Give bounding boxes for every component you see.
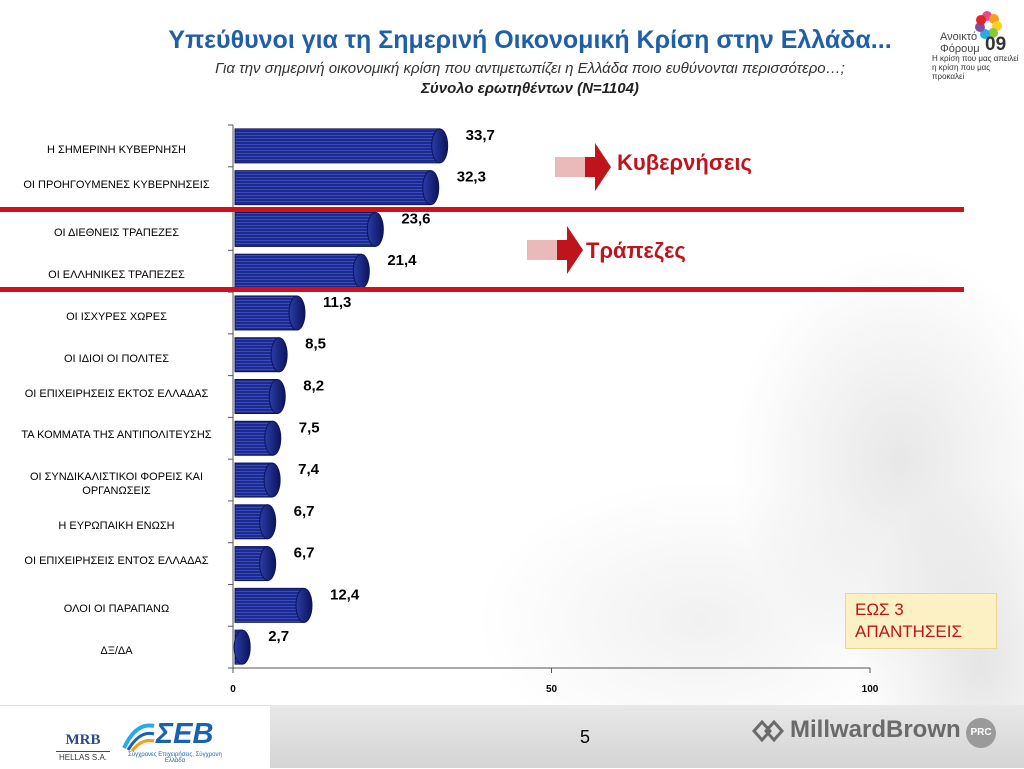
mrb-logo-subtext: HELLAS S.A.: [56, 751, 110, 762]
chart-axes: 0 50 100: [228, 124, 879, 695]
separator-line-top: [0, 207, 964, 212]
x-tick-label: 50: [546, 684, 558, 695]
callout-banks: Τράπεζες: [586, 238, 686, 263]
bar-end-cap: [263, 462, 281, 498]
chart-title: Υπεύθυνοι για τη Σημερινή Οικονομική Κρί…: [168, 26, 892, 54]
forum-flower-logo: [975, 11, 1002, 39]
category-label: Η ΕΥΡΩΠΑΙΚΗ ΕΝΩΣΗ: [58, 519, 175, 532]
page-number: 5: [580, 727, 591, 747]
mrb-logo-text: MRB: [65, 732, 101, 748]
x-tick-label: 0: [230, 684, 236, 695]
category-label: ΟΙ ΙΔΙΟΙ ΟΙ ΠΟΛΙΤΕΣ: [63, 352, 170, 365]
prc-logo: PRC: [966, 718, 996, 748]
banks-arrow-icon: [527, 226, 583, 274]
category-label: ΟΙ ΣΥΝΔΙΚΑΛΙΣΤΙΚΟΙ ΦΟΡΕΙΣ ΚΑΙ ΟΡΓΑΝΩΣΕΙΣ: [29, 471, 204, 498]
millward-brown-logo-text: MillwardBrown: [790, 716, 961, 743]
category-label: ΟΙ ΙΣΧΥΡΕΣ ΧΩΡΕΣ: [66, 310, 167, 323]
sev-swirl-icon: [122, 723, 155, 752]
category-label: ΟΙ ΕΠΙΧΕΙΡΗΣΕΙΣ ΕΝΤΟΣ ΕΛΛΑΔΑΣ: [24, 554, 209, 567]
value-label: 7,5: [299, 419, 320, 436]
bar-end-cap: [264, 420, 282, 456]
value-label: 32,3: [457, 169, 486, 186]
bar-end-cap: [422, 170, 440, 206]
value-label: 6,7: [294, 545, 315, 562]
forum-year: 09: [985, 34, 1007, 55]
separator-line-bottom: [0, 287, 964, 292]
sev-logo-subtext: Σύγχρονες Επιχειρήσεις, Σύγχρονη Ελλάδα: [128, 752, 222, 764]
category-label: Η ΣΗΜΕΡΙΝΗ ΚΥΒΕΡΝΗΣΗ: [47, 143, 186, 156]
category-label: ΟΛΟΙ ΟΙ ΠΑΡΑΠΑΝΩ: [63, 603, 170, 616]
millward-brown-logo-icon: [751, 719, 785, 743]
bar: [234, 170, 432, 206]
bar-end-cap: [233, 629, 251, 665]
governments-arrow-icon: [555, 143, 611, 191]
mrb-logo: MRB HELLAS S.A.: [56, 712, 110, 764]
bar-end-cap: [288, 295, 306, 331]
value-label: 21,4: [387, 252, 417, 269]
bar-end-cap: [366, 211, 384, 247]
category-label: ΤΑ ΚΟΜΜΑΤΑ ΤΗΣ ΑΝΤΙΠΟΛΙΤΕΥΣΗΣ: [21, 429, 212, 442]
chart-bars: [233, 128, 449, 665]
bar-end-cap: [268, 379, 286, 414]
bar: [234, 587, 305, 623]
value-label: 8,2: [303, 378, 324, 395]
bar-end-cap: [431, 128, 449, 164]
value-label: 2,7: [268, 628, 289, 645]
bar-end-cap: [259, 504, 277, 540]
value-label: 8,5: [305, 336, 326, 353]
category-label: ΟΙ ΕΠΙΧΕΙΡΗΣΕΙΣ ΕΚΤΟΣ ΕΛΛΑΔΑΣ: [24, 387, 209, 400]
value-label: 7,4: [298, 461, 320, 478]
value-label: 23,6: [401, 210, 430, 227]
category-label: ΟΙ ΠΡΟΗΓΟΥΜΕΝΕΣ ΚΥΒΕΡΝΗΣΕΙΣ: [23, 178, 210, 191]
chart-value-labels: 33,7 32,3 23,6 21,4 11,3 8,5 8,2 7,5 7,4 6,7 6,7 12…: [268, 127, 495, 645]
bar: [234, 295, 298, 331]
bar-end-cap: [259, 546, 277, 582]
value-label: 33,7: [466, 127, 495, 144]
value-label: 11,3: [323, 294, 351, 311]
bar-end-cap: [270, 337, 288, 373]
category-label: ΟΙ ΕΛΛΗΝΙΚΕΣ ΤΡΑΠΕΖΕΣ: [48, 269, 185, 282]
bar: [234, 128, 441, 164]
callout-governments: Κυβερνήσεις: [617, 150, 752, 175]
bar: [234, 211, 376, 247]
x-tick-label: 100: [862, 684, 879, 695]
bar: [234, 253, 362, 289]
category-label: ΔΞ/ΔΑ: [100, 645, 133, 658]
answers-note: ΕΩΣ 3 ΑΠΑΝΤΗΣΕΙΣ: [845, 593, 997, 649]
forum-caption: Η κρίση που μας απειλεί η κρίση που μας …: [932, 54, 1019, 81]
forum-name: Ανοικτό Φόρουμ: [940, 31, 980, 55]
sev-logo: ΣΕΒ Σύγχρονες Επιχειρήσεις, Σύγχρονη Ελλ…: [120, 716, 230, 764]
chart-subtitle: Για την σημερινή οικονομική κρίση που αν…: [215, 60, 845, 77]
sample-size-label: Σύνολο ερωτηθέντων (Ν=1104): [421, 80, 639, 97]
bar-chart: 0 50 100 33,7 32,3 23,6 21,4 11,3 8,5 8,2 7,5 7,4 6…: [228, 124, 879, 695]
category-label: ΟΙ ΔΙΕΘΝΕΙΣ ΤΡΑΠΕΖΕΣ: [53, 227, 180, 240]
bar-end-cap: [295, 587, 313, 623]
sev-logo-text: ΣΕΒ: [156, 718, 214, 750]
value-label: 6,7: [294, 503, 315, 520]
value-label: 12,4: [330, 586, 360, 603]
bar-end-cap: [352, 253, 370, 289]
